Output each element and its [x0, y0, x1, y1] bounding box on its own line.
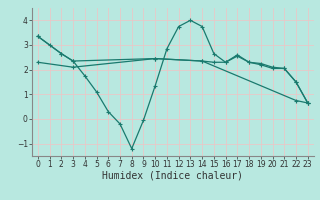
X-axis label: Humidex (Indice chaleur): Humidex (Indice chaleur) [102, 171, 243, 181]
